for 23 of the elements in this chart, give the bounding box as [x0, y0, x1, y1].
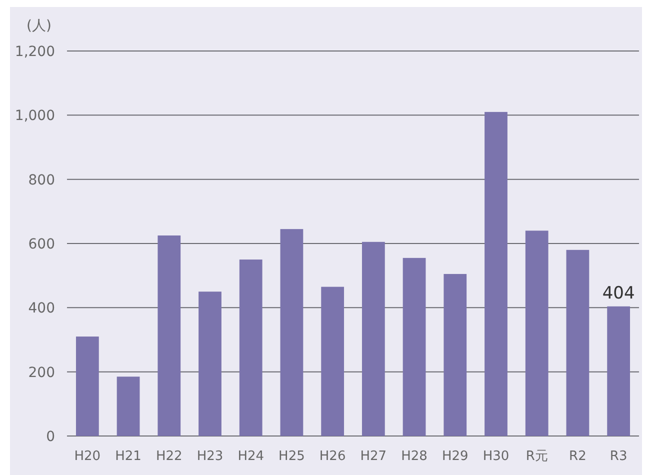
x-tick-label: H23	[196, 449, 224, 464]
x-tick-label: H30	[482, 449, 510, 464]
y-axis-title: (人)	[26, 18, 52, 34]
x-tick-label: H26	[319, 449, 346, 464]
x-tick-label: R元	[526, 449, 548, 464]
y-tick-label: 400	[28, 300, 55, 317]
x-tick-label: H22	[156, 449, 182, 464]
x-tick-label: H24	[238, 449, 264, 464]
y-tick-label: 0	[46, 429, 55, 445]
y-tick-label: 600	[28, 236, 55, 252]
x-tick-label: H29	[442, 449, 468, 464]
y-tick-label: 1,000	[14, 108, 55, 124]
y-tick-label: 800	[28, 172, 55, 188]
x-tick-label: H21	[115, 449, 142, 464]
y-tick-label: 200	[28, 364, 55, 381]
x-tick-label: R3	[610, 449, 628, 464]
x-tick-label: H20	[74, 449, 101, 464]
data-label: 404	[602, 283, 635, 304]
x-tick-label: H28	[401, 449, 428, 464]
y-tick-label: 1,200	[14, 44, 55, 60]
x-tick-label: H27	[360, 449, 387, 464]
x-tick-label: R2	[569, 449, 586, 464]
x-tick-label: H25	[278, 449, 305, 464]
